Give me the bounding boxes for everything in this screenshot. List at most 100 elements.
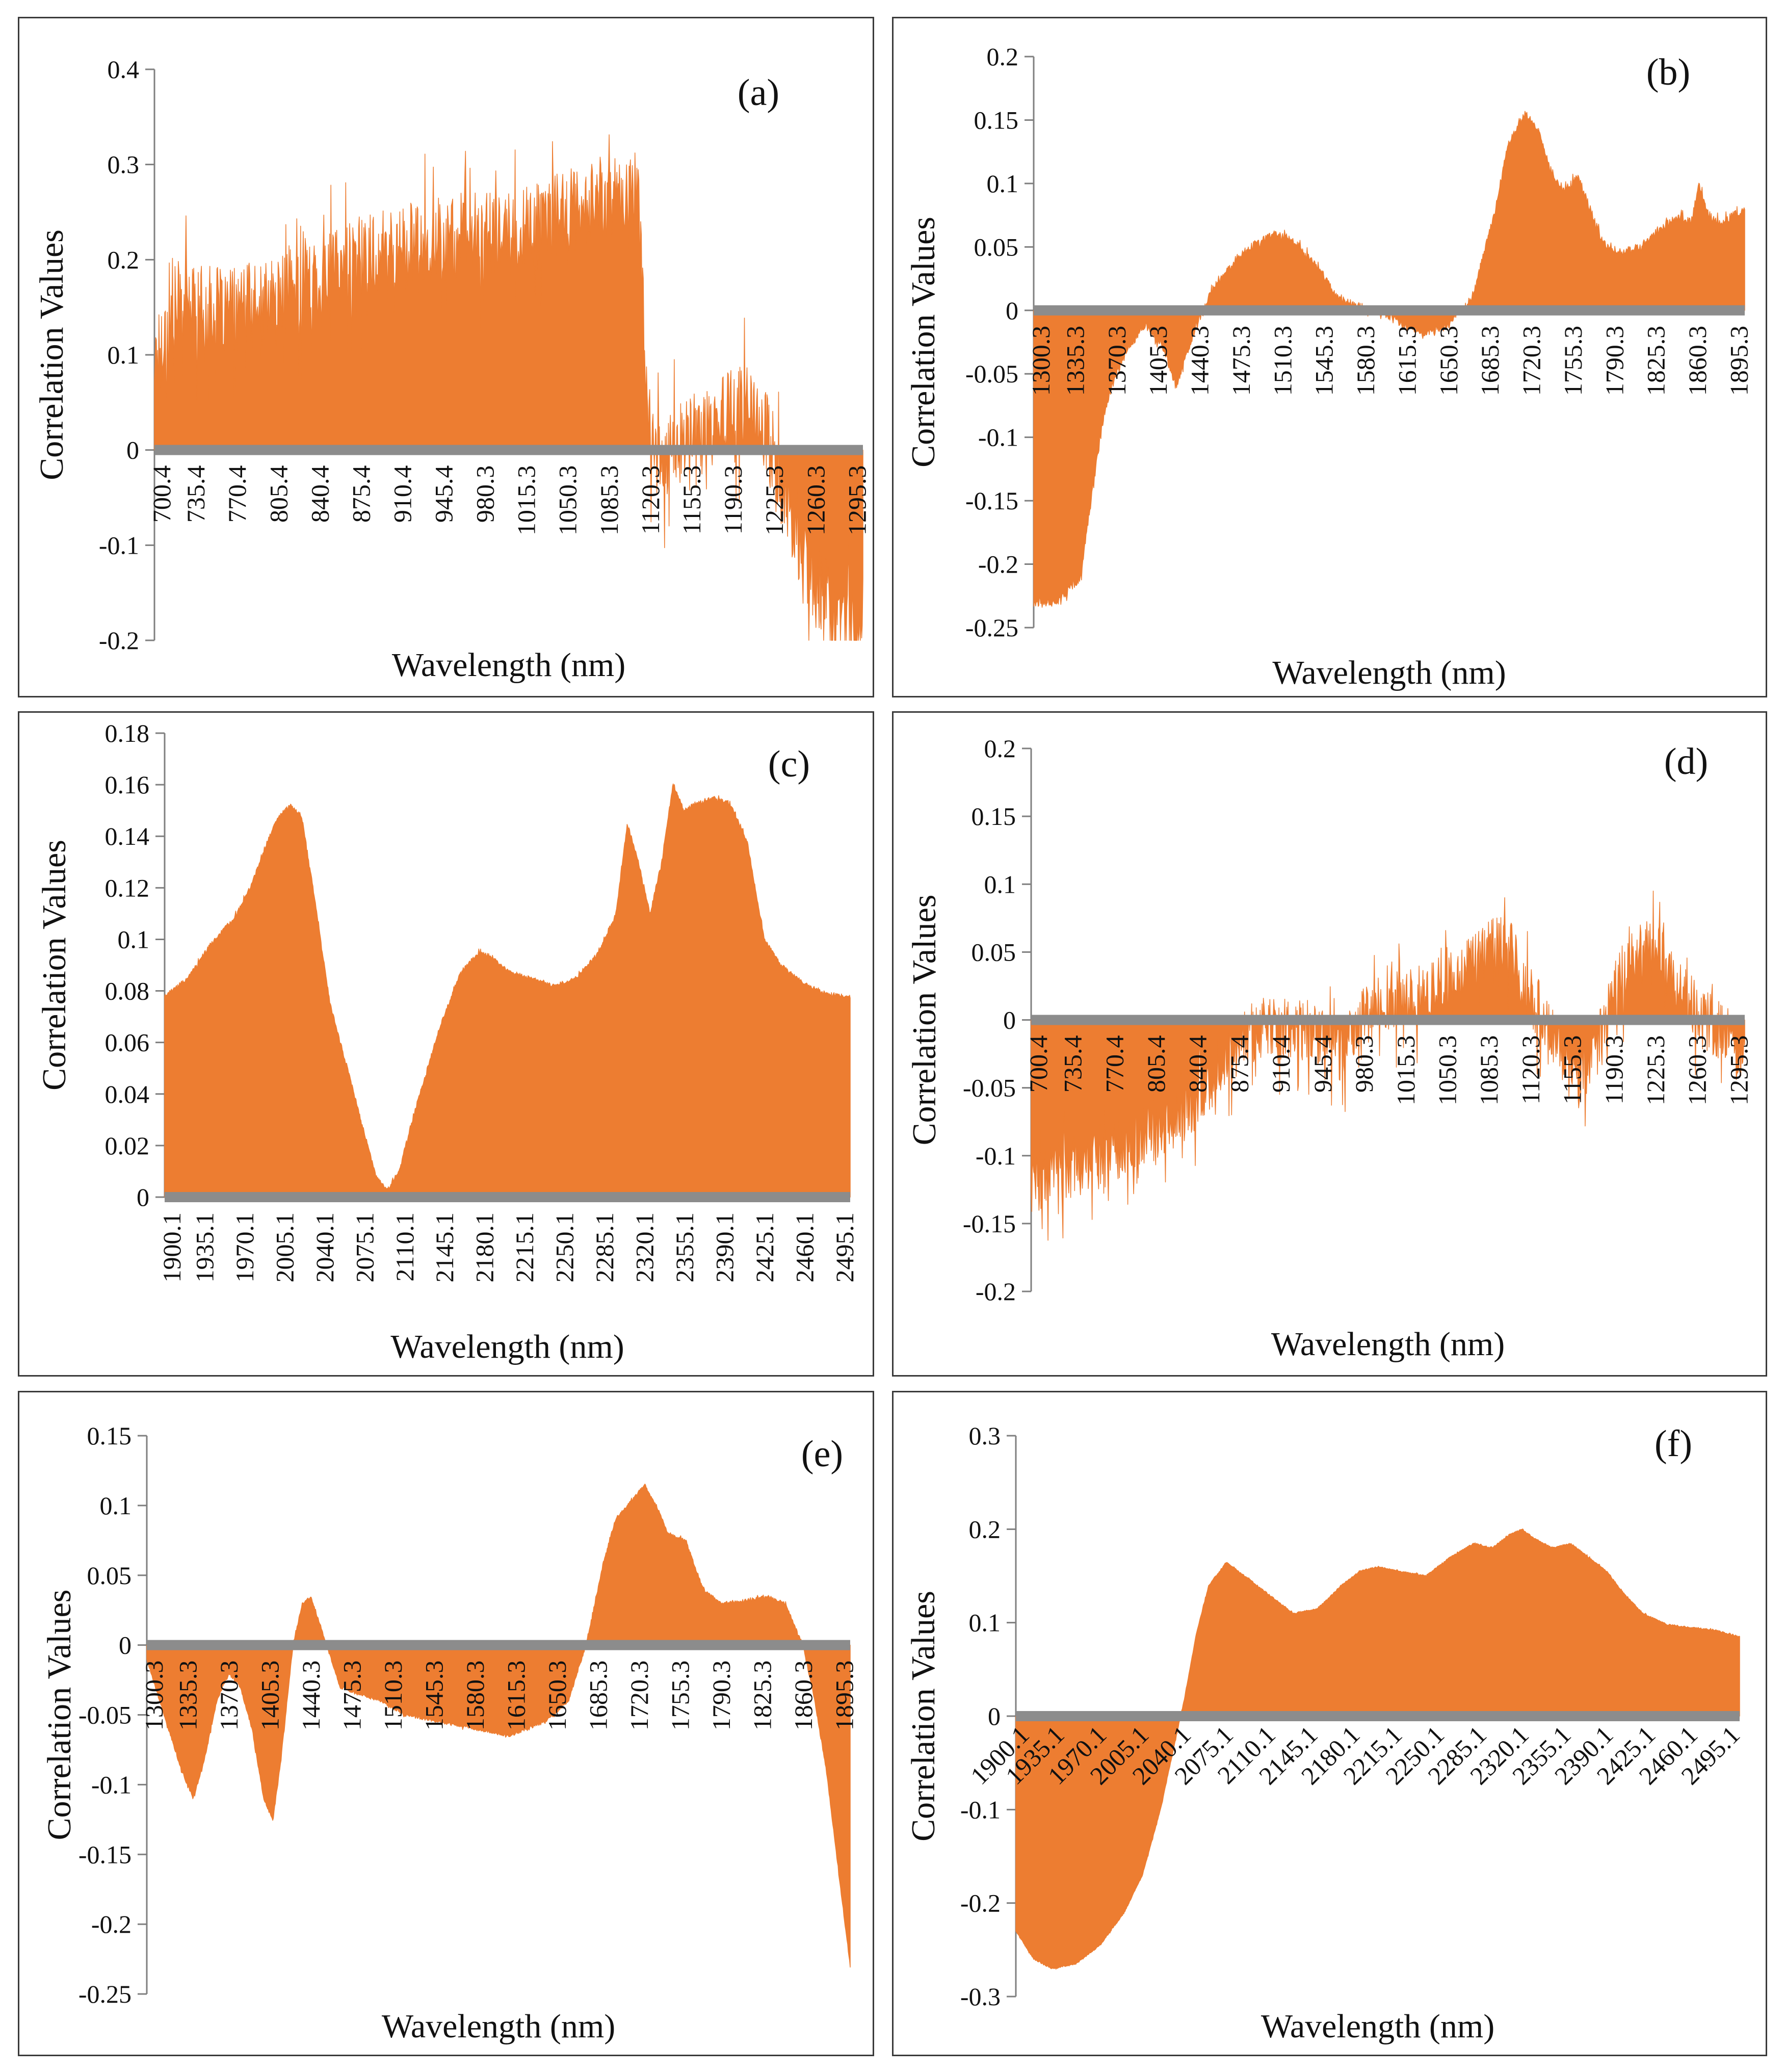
series-area-correlation xyxy=(154,134,863,641)
y-tick-label: 0 xyxy=(137,1183,149,1211)
y-tick-label: 0.05 xyxy=(972,938,1016,966)
x-tick-label: 1895.3 xyxy=(1724,326,1753,396)
x-tick-label: 1790.3 xyxy=(707,1661,736,1731)
x-tick-label: 1720.3 xyxy=(1517,326,1546,396)
x-tick-label: 1825.3 xyxy=(748,1661,777,1731)
y-tick-label: -0.2 xyxy=(960,1889,1001,1918)
y-tick-label: 0.08 xyxy=(105,977,150,1005)
y-tick-label: 0.1 xyxy=(100,1491,132,1520)
x-tick-label: 1335.3 xyxy=(174,1661,202,1731)
y-tick-label: 0 xyxy=(988,1702,1001,1730)
panel-label: (a) xyxy=(738,72,779,114)
y-tick-label: -0.1 xyxy=(960,1795,1001,1824)
x-tick-label: 1295.3 xyxy=(1724,1035,1753,1106)
x-tick-label: 1895.3 xyxy=(830,1661,859,1731)
x-tick-label: 2110.1 xyxy=(390,1212,419,1282)
y-tick-label: 0 xyxy=(126,436,139,464)
x-tick-label: 1300.3 xyxy=(1027,326,1055,396)
y-tick-label: 0.2 xyxy=(969,1515,1001,1543)
y-tick-label: 0.3 xyxy=(108,150,140,179)
x-tick-label: 1545.3 xyxy=(1310,326,1338,396)
x-tick-label: 2425.1 xyxy=(750,1212,779,1283)
y-tick-label: 0.18 xyxy=(105,719,150,747)
x-tick-label: 770.4 xyxy=(1100,1035,1128,1093)
x-tick-label: 1685.3 xyxy=(1476,326,1504,396)
chart-svg-c: 0 0.02 0.04 0.06 0.08 0.1 0.12 0.14 0.16 0.18 1900… xyxy=(36,719,859,1365)
x-tick-label: 1260.3 xyxy=(1683,1035,1712,1106)
x-tick-label: 1510.3 xyxy=(379,1661,407,1731)
x-tick-label: 1790.3 xyxy=(1600,326,1629,396)
x-tick-label: 2495.1 xyxy=(830,1212,859,1283)
y-axis-title: Correlation Values xyxy=(905,217,942,468)
x-tick-label: 805.4 xyxy=(1142,1035,1170,1093)
chart-panel-c: 0 0.02 0.04 0.06 0.08 0.1 0.12 0.14 0.16 0.18 1900… xyxy=(18,711,874,1377)
x-tick-label: 980.3 xyxy=(1350,1035,1378,1093)
chart-panel-d: -0.2 -0.15 -0.1 -0.05 0 0.05 0.1 0.15 0.2 700.4 73… xyxy=(892,711,1767,1377)
y-tick-label: 0.3 xyxy=(969,1421,1001,1450)
x-tick-label: 1755.3 xyxy=(1559,326,1587,396)
x-tick-label: 1685.3 xyxy=(584,1661,613,1731)
x-tick-label: 1440.3 xyxy=(297,1661,325,1731)
x-axis-title: Wavelength (nm) xyxy=(1272,654,1506,691)
x-axis-title: Wavelength (nm) xyxy=(382,2008,615,2045)
y-tick-label: 0.05 xyxy=(87,1561,132,1590)
x-tick-label: 2075.1 xyxy=(350,1212,379,1283)
x-tick-label: 1155.3 xyxy=(1558,1035,1587,1105)
chart-panel-e: -0.25 -0.2 -0.15 -0.1 -0.05 0 0.05 0.1 0.15 1300.… xyxy=(18,1391,874,2056)
x-tick-label: 1405.3 xyxy=(256,1661,284,1731)
x-tick-label: 1405.3 xyxy=(1144,326,1172,396)
y-tick-label: 0.15 xyxy=(974,106,1019,134)
x-tick-label: 735.4 xyxy=(181,465,210,523)
x-tick-label: 1295.3 xyxy=(843,465,871,536)
y-tick-label: -0.25 xyxy=(965,613,1018,642)
y-tick-label: 0.15 xyxy=(972,802,1016,831)
x-tick-label: 1370.3 xyxy=(215,1661,243,1731)
panel-label: (d) xyxy=(1664,741,1708,783)
x-tick-label: 1190.3 xyxy=(1599,1035,1628,1105)
series-area-correlation xyxy=(1033,111,1745,608)
chart-panel-f: -0.3 -0.2 -0.1 0 0.1 0.2 0.3 1900.1 1935.1 1970.1… xyxy=(892,1391,1767,2056)
y-axis-title: Correlation Values xyxy=(33,229,70,480)
x-tick-label: 910.4 xyxy=(1267,1035,1295,1093)
x-tick-label: 2460.1 xyxy=(790,1212,819,1283)
y-tick-label: 0.2 xyxy=(984,734,1016,763)
x-tick-label: 2145.1 xyxy=(430,1212,459,1283)
x-tick-label: 1335.3 xyxy=(1061,326,1089,396)
x-tick-label: 770.4 xyxy=(223,465,251,523)
y-tick-label: 0.4 xyxy=(108,55,140,84)
x-tick-label: 1860.3 xyxy=(789,1661,818,1731)
x-tick-label: 735.4 xyxy=(1059,1035,1087,1093)
x-tick-label: 1370.3 xyxy=(1102,326,1131,396)
chart-svg-a: -0.2 -0.1 0 0.1 0.2 0.3 0.4 700.4 735.4 770.4 805.… xyxy=(33,55,871,684)
x-tick-label: 1225.3 xyxy=(760,465,789,536)
x-tick-label: 2320.1 xyxy=(631,1212,659,1283)
y-tick-label: 0.02 xyxy=(105,1131,150,1160)
y-axis-title: Correlation Values xyxy=(36,840,73,1091)
y-axis-title: Correlation Values xyxy=(906,895,943,1146)
y-tick-label: -0.05 xyxy=(78,1701,132,1729)
series-area-correlation xyxy=(1031,890,1745,1241)
x-tick-label: 1580.3 xyxy=(1351,326,1380,396)
x-tick-label: 2285.1 xyxy=(590,1212,619,1283)
x-axis-title: Wavelength (nm) xyxy=(1261,2008,1494,2045)
y-tick-label: 0.2 xyxy=(987,42,1019,71)
x-tick-label: 1050.3 xyxy=(554,465,582,536)
x-tick-label: 1015.3 xyxy=(512,465,541,536)
y-tick-label: 0.14 xyxy=(105,822,150,850)
x-tick-label: 840.4 xyxy=(1184,1035,1212,1093)
y-tick-label: 0.2 xyxy=(108,245,140,274)
x-axis-title: Wavelength (nm) xyxy=(392,646,625,684)
y-tick-label: 0.16 xyxy=(105,770,150,799)
y-tick-label: 0 xyxy=(1006,296,1018,325)
y-tick-label: -0.15 xyxy=(78,1840,132,1869)
x-tick-label: 945.4 xyxy=(1308,1035,1337,1093)
x-tick-label: 805.4 xyxy=(264,465,293,523)
chart-svg-f: -0.3-0.2-0.100.10.20.31900.11935.11970.1… xyxy=(905,1421,1745,2045)
panel-label: (e) xyxy=(801,1433,843,1475)
x-tick-label: 1860.3 xyxy=(1683,326,1712,396)
x-tick-label: 2355.1 xyxy=(670,1212,699,1283)
y-tick-label: -0.1 xyxy=(91,1770,132,1799)
chart-panel-b: -0.25 -0.2 -0.15 -0.1 -0.05 0 0.05 0.1 0.15 0.2 13… xyxy=(892,17,1767,697)
y-tick-label: -0.1 xyxy=(976,1142,1016,1170)
panel-label: (c) xyxy=(768,743,810,785)
